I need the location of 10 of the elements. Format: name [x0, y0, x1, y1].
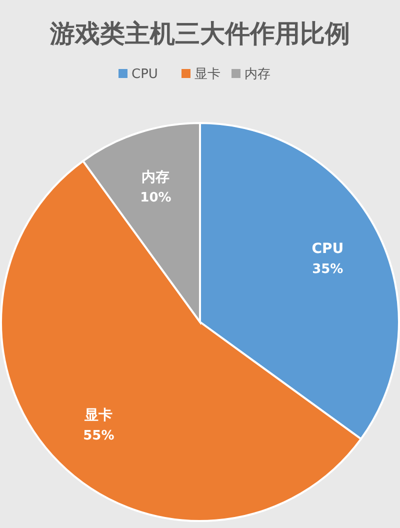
data-label: 55%: [83, 428, 114, 444]
slice-label: 显卡: [84, 407, 113, 424]
slice-label: 内存: [142, 170, 170, 186]
data-label: 10%: [140, 190, 172, 206]
chart-title: 游戏类主机三大件作用比例: [49, 19, 350, 48]
slice-label: CPU: [312, 240, 344, 257]
legend-label: 显卡: [194, 67, 220, 82]
legend-label: 内存: [244, 67, 270, 82]
data-label: 35%: [312, 262, 344, 277]
legend-label: CPU: [132, 67, 158, 82]
